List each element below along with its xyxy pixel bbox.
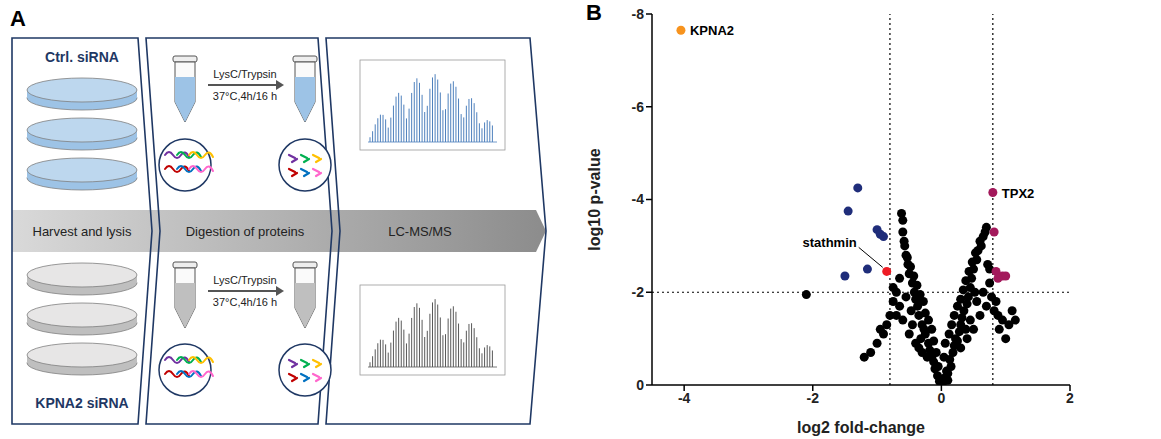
svg-text:0: 0 <box>937 390 945 406</box>
svg-text:Digestion of proteins: Digestion of proteins <box>186 224 305 239</box>
svg-text:KPNA2 siRNA: KPNA2 siRNA <box>35 395 128 411</box>
svg-text:TPX2: TPX2 <box>1002 186 1035 201</box>
svg-text:Harvest and lysis: Harvest and lysis <box>33 224 132 239</box>
svg-text:37°C,4h/16 h: 37°C,4h/16 h <box>213 296 277 308</box>
svg-text:-6: -6 <box>632 99 645 115</box>
svg-text:37°C,4h/16 h: 37°C,4h/16 h <box>213 90 277 102</box>
svg-text:2: 2 <box>1066 390 1074 406</box>
svg-text:0: 0 <box>636 377 644 393</box>
svg-text:Ctrl. siRNA: Ctrl. siRNA <box>45 49 119 65</box>
svg-text:-2: -2 <box>807 390 820 406</box>
svg-text:stathmin: stathmin <box>803 235 857 250</box>
svg-text:LC-MS/MS: LC-MS/MS <box>388 224 452 239</box>
svg-text:LysC/Trypsin: LysC/Trypsin <box>213 274 276 286</box>
svg-text:-8: -8 <box>632 6 645 22</box>
svg-text:log10 p-value: log10 p-value <box>586 148 603 250</box>
svg-text:KPNA2: KPNA2 <box>690 23 734 38</box>
svg-text:-2: -2 <box>632 284 645 300</box>
svg-text:log2 fold-change: log2 fold-change <box>797 419 925 436</box>
html-text:B: B <box>586 0 602 25</box>
svg-text:-4: -4 <box>632 191 645 207</box>
svg-text:A: A <box>10 6 26 31</box>
svg-text:LysC/Trypsin: LysC/Trypsin <box>213 68 276 80</box>
svg-text:-4: -4 <box>678 390 691 406</box>
